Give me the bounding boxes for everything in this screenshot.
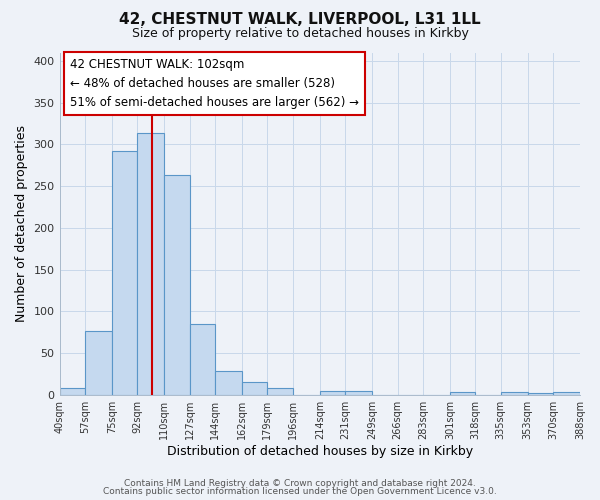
- Bar: [553, 392, 580, 394]
- X-axis label: Distribution of detached houses by size in Kirkby: Distribution of detached houses by size …: [167, 444, 473, 458]
- Bar: [215, 372, 242, 394]
- Text: 42 CHESTNUT WALK: 102sqm
← 48% of detached houses are smaller (528)
51% of semi-: 42 CHESTNUT WALK: 102sqm ← 48% of detach…: [70, 58, 359, 108]
- Bar: [112, 151, 137, 394]
- Y-axis label: Number of detached properties: Number of detached properties: [15, 125, 28, 322]
- Bar: [450, 392, 475, 394]
- Bar: [320, 390, 345, 394]
- Bar: [85, 332, 112, 394]
- Bar: [268, 388, 293, 394]
- Bar: [527, 393, 553, 394]
- Text: Contains public sector information licensed under the Open Government Licence v3: Contains public sector information licen…: [103, 487, 497, 496]
- Bar: [501, 392, 527, 394]
- Bar: [190, 324, 215, 394]
- Bar: [59, 388, 85, 394]
- Text: Contains HM Land Registry data © Crown copyright and database right 2024.: Contains HM Land Registry data © Crown c…: [124, 478, 476, 488]
- Bar: [137, 132, 164, 394]
- Text: 42, CHESTNUT WALK, LIVERPOOL, L31 1LL: 42, CHESTNUT WALK, LIVERPOOL, L31 1LL: [119, 12, 481, 28]
- Bar: [242, 382, 268, 394]
- Text: Size of property relative to detached houses in Kirkby: Size of property relative to detached ho…: [131, 28, 469, 40]
- Bar: [345, 390, 372, 394]
- Bar: [164, 175, 190, 394]
